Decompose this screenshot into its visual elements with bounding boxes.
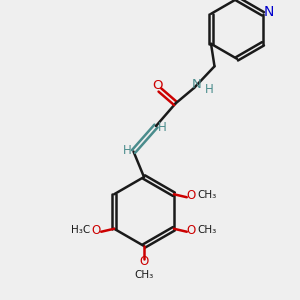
Text: H₃C: H₃C [71, 225, 90, 235]
Text: CH₃: CH₃ [197, 190, 217, 200]
Text: CH₃: CH₃ [134, 270, 154, 280]
Text: O: O [187, 224, 196, 237]
Text: CH₃: CH₃ [197, 225, 217, 235]
Text: N: N [192, 78, 202, 91]
Text: N: N [263, 5, 274, 19]
Text: H: H [158, 121, 167, 134]
Text: H: H [122, 143, 131, 157]
Text: O: O [140, 255, 148, 268]
Text: O: O [187, 189, 196, 202]
Text: O: O [92, 224, 101, 237]
Text: O: O [152, 79, 163, 92]
Text: H: H [205, 82, 214, 96]
